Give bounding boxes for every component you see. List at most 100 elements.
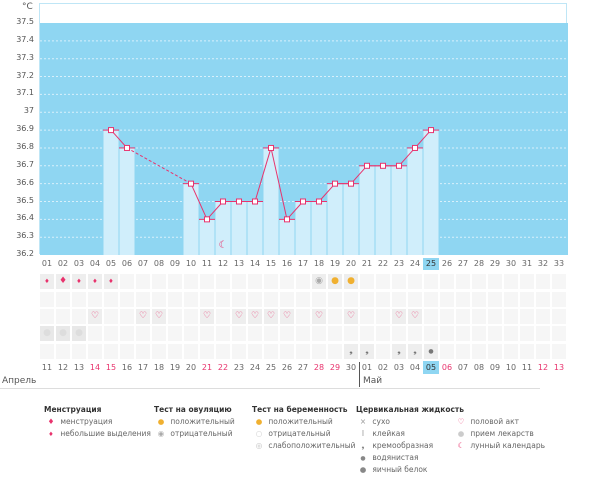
creamy-icon[interactable]: ❟ [360,344,374,359]
day-cell[interactable] [392,326,406,341]
day-cell[interactable] [456,292,470,307]
day-cell[interactable] [216,292,230,307]
date-label[interactable]: 23 [233,363,245,372]
day-cell[interactable] [56,292,70,307]
day-cell[interactable] [280,274,294,289]
day-cell[interactable] [72,309,86,324]
day-cell[interactable] [168,274,182,289]
heart-icon[interactable]: ♡ [392,309,406,324]
cycle-day-label[interactable]: 12 [217,259,229,268]
cycle-day-label[interactable]: 26 [441,259,453,268]
day-cell[interactable] [536,309,550,324]
drop-small-icon[interactable]: ♦ [72,274,86,289]
pill-icon[interactable]: ● [40,326,54,341]
cycle-day-label[interactable]: 14 [249,259,261,268]
day-cell[interactable] [344,292,358,307]
day-cell[interactable] [184,274,198,289]
day-cell[interactable] [296,274,310,289]
date-label[interactable]: 12 [57,363,69,372]
day-cell[interactable] [440,344,454,359]
date-label[interactable]: 27 [297,363,309,372]
day-cell[interactable] [184,292,198,307]
day-cell[interactable] [200,292,214,307]
date-label[interactable]: 29 [329,363,341,372]
drop-small-icon[interactable]: ♦ [40,274,54,289]
cycle-day-label[interactable]: 20 [345,259,357,268]
day-cell[interactable] [216,309,230,324]
day-cell[interactable] [136,326,150,341]
day-cell[interactable] [104,292,118,307]
day-cell[interactable] [552,292,566,307]
cycle-day-label[interactable]: 33 [553,259,565,268]
day-cell[interactable] [248,274,262,289]
pill-icon[interactable]: ● [56,326,70,341]
date-label[interactable]: 22 [217,363,229,372]
cycle-day-label[interactable]: 29 [489,259,501,268]
day-cell[interactable] [392,292,406,307]
date-label[interactable]: 12 [537,363,549,372]
cycle-day-label[interactable]: 06 [121,259,133,268]
heart-icon[interactable]: ♡ [88,309,102,324]
day-cell[interactable] [472,274,486,289]
creamy-icon[interactable]: ❟ [344,344,358,359]
day-cell[interactable] [104,326,118,341]
day-cell[interactable] [488,344,502,359]
day-cell[interactable] [520,326,534,341]
day-cell[interactable] [232,344,246,359]
date-label[interactable]: 28 [313,363,325,372]
day-cell[interactable] [56,309,70,324]
cycle-day-label[interactable]: 23 [393,259,405,268]
day-cell[interactable] [88,326,102,341]
day-cell[interactable] [120,274,134,289]
date-label[interactable]: 07 [457,363,469,372]
drop-small-icon[interactable]: ♦ [88,274,102,289]
date-label[interactable]: 25 [265,363,277,372]
day-cell[interactable] [456,344,470,359]
day-cell[interactable] [328,292,342,307]
day-cell[interactable] [536,292,550,307]
date-label[interactable]: 06 [441,363,453,372]
cycle-day-label[interactable]: 17 [297,259,309,268]
date-label[interactable]: 05 [423,361,439,374]
day-cell[interactable] [184,309,198,324]
day-cell[interactable] [216,344,230,359]
day-cell[interactable] [312,326,326,341]
day-cell[interactable] [552,274,566,289]
date-label[interactable]: 16 [121,363,133,372]
day-cell[interactable] [120,326,134,341]
date-label[interactable]: 18 [153,363,165,372]
day-cell[interactable] [392,274,406,289]
date-label[interactable]: 04 [409,363,421,372]
cycle-day-label[interactable]: 10 [185,259,197,268]
cycle-day-label[interactable]: 25 [423,258,439,270]
day-cell[interactable] [168,326,182,341]
date-label[interactable]: 19 [169,363,181,372]
date-label[interactable]: 11 [521,363,533,372]
cycle-day-label[interactable]: 32 [537,259,549,268]
day-cell[interactable] [248,326,262,341]
day-cell[interactable] [488,326,502,341]
day-cell[interactable] [344,326,358,341]
day-cell[interactable] [520,274,534,289]
day-cell[interactable] [296,326,310,341]
cycle-day-label[interactable]: 19 [329,259,341,268]
date-label[interactable]: 09 [489,363,501,372]
day-cell[interactable] [280,344,294,359]
day-cell[interactable] [488,309,502,324]
day-cell[interactable] [40,292,54,307]
day-cell[interactable] [424,326,438,341]
date-label[interactable]: 02 [377,363,389,372]
day-cell[interactable] [360,309,374,324]
cycle-day-label[interactable]: 04 [89,259,101,268]
day-cell[interactable] [88,292,102,307]
cycle-day-label[interactable]: 16 [281,259,293,268]
day-cell[interactable] [232,326,246,341]
day-cell[interactable] [168,309,182,324]
day-cell[interactable] [376,326,390,341]
cycle-day-label[interactable]: 15 [265,259,277,268]
date-label[interactable]: 30 [345,363,357,372]
day-cell[interactable] [216,326,230,341]
date-label[interactable]: 11 [41,363,53,372]
day-cell[interactable] [152,292,166,307]
ovulation-negative-icon[interactable]: ◉ [312,274,326,289]
